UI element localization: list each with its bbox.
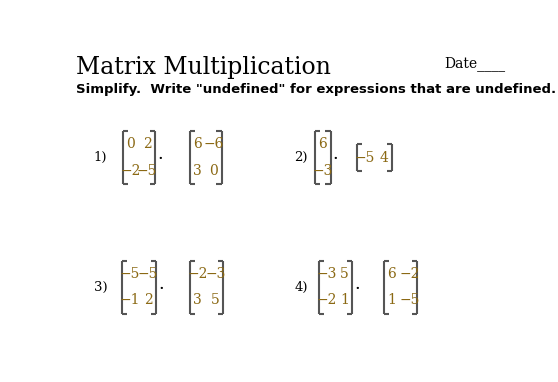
Text: 0: 0 (126, 138, 135, 151)
Text: ·: · (158, 280, 164, 298)
Text: ·: · (157, 150, 163, 168)
Text: 6: 6 (388, 267, 396, 281)
Text: 3): 3) (94, 280, 107, 293)
Text: −2: −2 (187, 267, 208, 281)
Text: −3: −3 (317, 267, 337, 281)
Text: −1: −1 (119, 293, 140, 307)
Text: −5: −5 (119, 267, 140, 281)
Text: 4: 4 (380, 151, 389, 165)
Text: ·: · (333, 150, 339, 168)
Text: 6: 6 (193, 138, 201, 151)
Text: −5: −5 (355, 151, 375, 165)
Text: −2: −2 (121, 164, 141, 178)
Text: −5: −5 (137, 164, 157, 178)
Text: 1: 1 (340, 293, 349, 307)
Text: 5: 5 (211, 293, 220, 307)
Text: 5: 5 (340, 267, 349, 281)
Text: 0: 0 (209, 164, 218, 178)
Text: 3: 3 (193, 293, 201, 307)
Text: −5: −5 (399, 293, 420, 307)
Text: Simplify.  Write "undefined" for expressions that are undefined.: Simplify. Write "undefined" for expressi… (76, 83, 556, 96)
Text: 2: 2 (143, 138, 152, 151)
Text: 3: 3 (193, 164, 201, 178)
Text: ·: · (354, 280, 360, 298)
Text: −5: −5 (138, 267, 158, 281)
Text: −3: −3 (312, 164, 333, 178)
Text: 2): 2) (295, 151, 308, 164)
Text: 4): 4) (295, 280, 308, 293)
Text: Matrix Multiplication: Matrix Multiplication (76, 56, 331, 79)
Text: 1: 1 (387, 293, 396, 307)
Text: −2: −2 (317, 293, 337, 307)
Text: 1): 1) (94, 151, 107, 164)
Text: −2: −2 (399, 267, 420, 281)
Text: 6: 6 (319, 138, 327, 151)
Text: −6: −6 (204, 138, 224, 151)
Text: Date____: Date____ (444, 56, 505, 71)
Text: −3: −3 (205, 267, 225, 281)
Text: 2: 2 (143, 293, 152, 307)
